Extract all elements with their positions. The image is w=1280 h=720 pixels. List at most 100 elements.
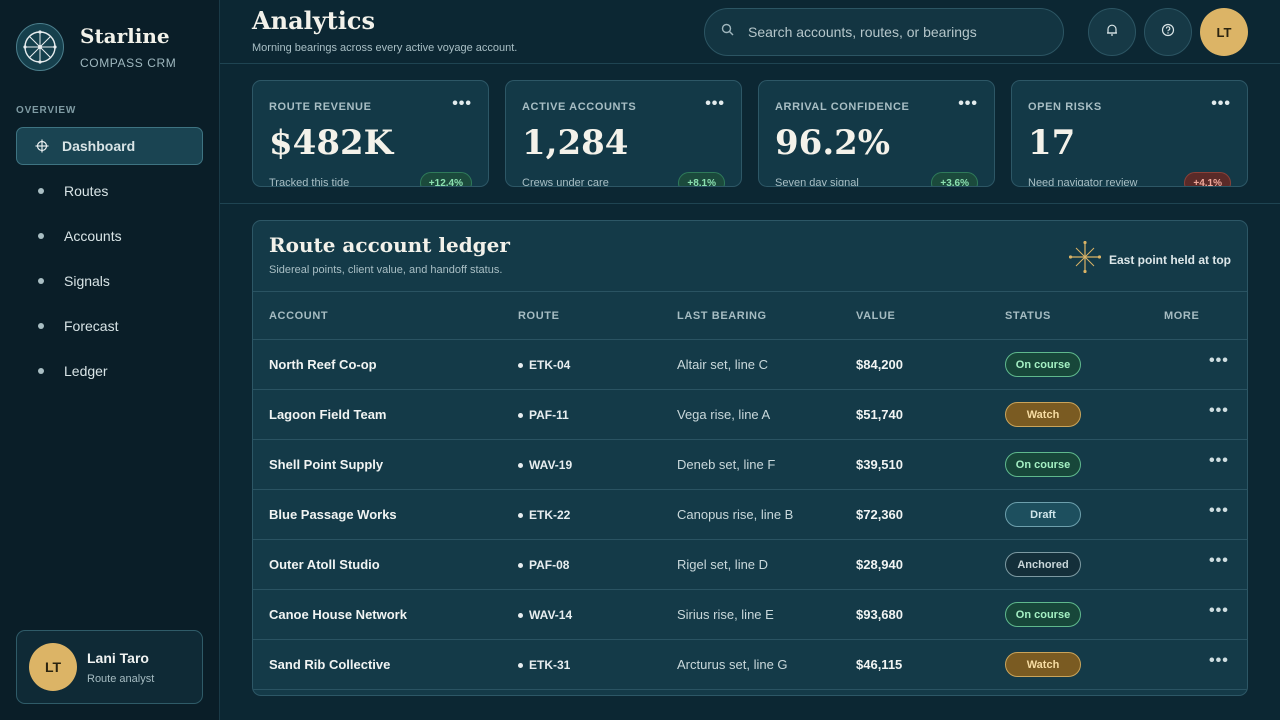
help-button[interactable] [1144,8,1192,56]
kpi-note: Need navigator review [1028,177,1138,187]
account-name[interactable]: Lagoon Field Team [269,407,387,422]
status-badge: On course [1005,602,1081,627]
sidebar-item-dashboard[interactable]: Dashboard [16,127,203,165]
sidebar-item-forecast[interactable]: Forecast [16,307,203,345]
kpi-note: Tracked this tide [269,177,350,187]
kpi-cards: ROUTE REVENUE ••• $482K Tracked this tid… [252,80,1248,187]
bullet-icon [518,612,523,618]
compass-logo-icon [16,23,64,71]
route-code-text: ETK-31 [529,658,571,672]
account-value: $28,940 [856,557,903,572]
column-header-value[interactable]: VALUE [856,310,896,322]
user-profile-card[interactable]: LT Lani Taro Route analyst [16,630,203,704]
page-subtitle: Morning bearings across every active voy… [252,42,518,54]
column-header-last-bearing[interactable]: LAST BEARING [677,310,767,322]
more-options-icon[interactable]: ••• [1209,452,1229,469]
account-name[interactable]: Shell Point Supply [269,457,384,472]
kpi-value: 17 [1028,123,1076,163]
account-value: $46,115 [856,657,903,672]
bullet-icon [518,512,523,518]
top-header: Analytics Morning bearings across every … [220,0,1280,64]
kpi-note: Crews under care [522,177,609,187]
more-options-icon[interactable]: ••• [1209,502,1229,519]
more-options-icon[interactable]: ••• [705,95,725,112]
column-header-account[interactable]: ACCOUNT [269,310,329,322]
kpi-delta-badge: +8.1% [678,172,725,186]
table-row[interactable]: Sand Rib Collective ETK-31 Arcturus set,… [253,640,1247,690]
route-code-text: PAF-08 [529,558,570,572]
table-row[interactable]: Canoe House Network WAV-14 Sirius rise, … [253,590,1247,640]
sidebar-item-label: Signals [64,273,110,289]
account-value: $51,740 [856,407,903,422]
route-code-text: ETK-22 [529,508,571,522]
bullet-icon [518,362,523,368]
account-name[interactable]: Canoe House Network [269,607,407,622]
table-row[interactable]: Blue Passage Works ETK-22 Canopus rise, … [253,490,1247,540]
sidebar-item-label: Dashboard [62,138,136,154]
sidebar-item-label: Ledger [64,363,108,379]
bullet-icon [518,462,523,468]
table-row[interactable]: Outer Atoll Studio PAF-08 Rigel set, lin… [253,540,1247,590]
column-header-more: MORE [1164,310,1200,322]
more-options-icon[interactable]: ••• [1209,602,1229,619]
last-bearing: Arcturus set, line G [677,657,788,672]
table-row[interactable]: North Reef Co-op ETK-04 Altair set, line… [253,340,1247,390]
route-code: ETK-31 [518,658,570,672]
notifications-button[interactable] [1088,8,1136,56]
search-input[interactable] [748,24,1038,40]
account-name[interactable]: North Reef Co-op [269,357,377,372]
more-options-icon[interactable]: ••• [1209,402,1229,419]
header-avatar[interactable]: LT [1200,8,1248,56]
route-code-text: WAV-14 [529,608,573,622]
sidebar-item-routes[interactable]: Routes [16,172,203,210]
kpi-note: Seven day signal [775,177,859,187]
ledger-aside-text: East point held at top [1109,252,1231,267]
account-name[interactable]: Outer Atoll Studio [269,557,380,572]
route-code: ETK-22 [518,508,570,522]
table-row[interactable]: Lagoon Field Team PAF-11 Vega rise, line… [253,390,1247,440]
table-body: North Reef Co-op ETK-04 Altair set, line… [253,340,1247,690]
route-code: PAF-08 [518,558,569,572]
column-header-route[interactable]: ROUTE [518,310,560,322]
kpi-value: 96.2% [775,123,891,163]
nav-section-label: OVERVIEW [16,105,77,116]
sidebar-item-ledger[interactable]: Ledger [16,352,203,390]
kpi-label: ROUTE REVENUE [269,101,372,113]
ledger-title: Route account ledger [269,233,510,257]
ledger-subtitle: Sidereal points, client value, and hando… [269,264,503,276]
more-options-icon[interactable]: ••• [452,95,472,112]
more-options-icon[interactable]: ••• [1209,552,1229,569]
last-bearing: Deneb set, line F [677,457,776,472]
account-name[interactable]: Sand Rib Collective [269,657,391,672]
account-value: $84,200 [856,357,903,372]
account-name[interactable]: Blue Passage Works [269,507,397,522]
kpi-card-arrival-confidence: ARRIVAL CONFIDENCE ••• 96.2% Seven day s… [758,80,995,187]
sidebar-item-accounts[interactable]: Accounts [16,217,203,255]
last-bearing: Altair set, line C [677,357,769,372]
sidebar-item-label: Routes [64,183,109,199]
sidebar-nav: Dashboard Routes Accounts Signals Foreca… [16,127,203,397]
more-options-icon[interactable]: ••• [958,95,978,112]
ledger-orientation-note: East point held at top [1068,240,1231,278]
kpi-delta-badge: +12.4% [419,172,472,186]
brand-subtitle: COMPASS CRM [80,56,177,70]
sidebar-item-label: Accounts [64,228,122,244]
route-code: WAV-14 [518,608,572,622]
account-value: $93,680 [856,607,903,622]
route-code-text: ETK-04 [529,358,571,372]
more-options-icon[interactable]: ••• [1209,352,1229,369]
search-icon [721,23,734,41]
user-name: Lani Taro [87,649,149,666]
more-options-icon[interactable]: ••• [1209,652,1229,669]
sidebar-item-signals[interactable]: Signals [16,262,203,300]
search-bar[interactable] [704,8,1064,56]
brand[interactable]: Starline COMPASS CRM [16,23,176,71]
column-header-status[interactable]: STATUS [1005,310,1051,322]
table-row[interactable]: Shell Point Supply WAV-19 Deneb set, lin… [253,440,1247,490]
route-code-text: PAF-11 [529,408,569,422]
section-divider [220,203,1280,204]
last-bearing: Canopus rise, line B [677,507,794,522]
status-badge: Draft [1005,502,1081,527]
more-options-icon[interactable]: ••• [1211,95,1231,112]
kpi-value: 1,284 [522,123,629,163]
